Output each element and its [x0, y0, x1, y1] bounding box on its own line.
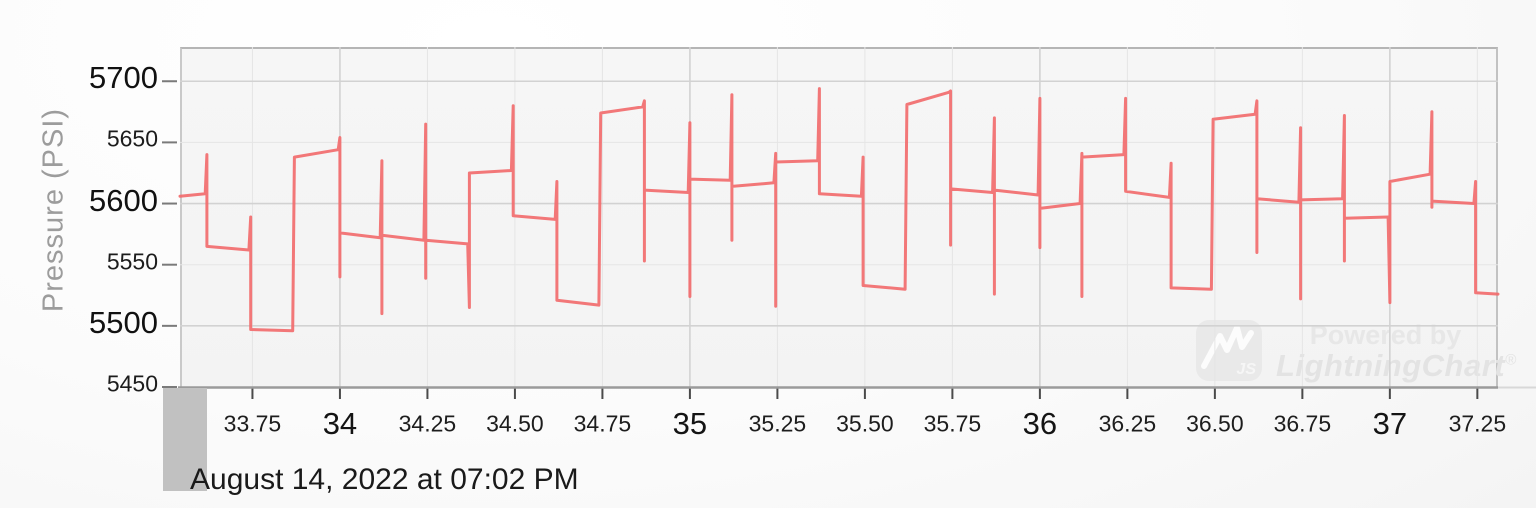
x-tick-label: 36.50 [1186, 410, 1244, 437]
x-tick-label: 34.50 [486, 410, 544, 437]
y-tick-label: 5600 [89, 182, 158, 218]
x-tick-label: 36.75 [1273, 410, 1332, 437]
y-tick-label: 5500 [89, 304, 158, 340]
y-tick-label: 5700 [89, 60, 158, 96]
x-tick-label: 35.75 [923, 410, 982, 437]
x-tick-label: 36.25 [1098, 410, 1157, 437]
x-tick-label: 37.25 [1448, 410, 1507, 437]
lightningchart-logo-icon: JS [1196, 320, 1262, 381]
x-tick-label: 35 [672, 406, 708, 441]
x-tick-label: 35.50 [836, 410, 894, 437]
lightning-bolt-icon [1201, 325, 1254, 369]
x-axis-scrollbar-thumb[interactable] [163, 388, 207, 491]
registered-trademark-symbol: ® [1505, 351, 1517, 369]
y-tick-label: 5650 [106, 125, 158, 152]
watermark-logo-js-label: JS [1236, 361, 1256, 378]
x-tick-label: 33.75 [223, 410, 282, 437]
powered-by-label: Powered by [1309, 320, 1462, 350]
x-tick-label: 36 [1022, 406, 1058, 441]
date-label: August 14, 2022 at 07:02 PM [190, 463, 579, 496]
x-tick-label: 37 [1372, 406, 1408, 441]
x-tick-label: 34.25 [398, 410, 457, 437]
y-tick-label: 5550 [106, 248, 158, 275]
y-tick-label: 5450 [106, 370, 158, 397]
x-tick-label: 35.25 [748, 410, 807, 437]
lightningchart-brand-label: LightningChart® [1276, 348, 1517, 383]
x-tick-label: 34 [322, 406, 358, 441]
x-tick-label: 34.75 [573, 410, 632, 437]
